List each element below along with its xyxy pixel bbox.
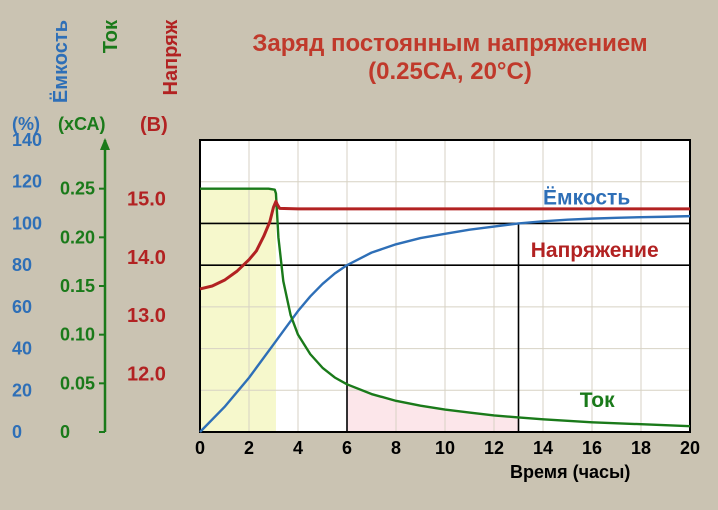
svg-text:8: 8: [391, 438, 401, 458]
legend-label: Ёмкость: [543, 187, 630, 210]
svg-text:60: 60: [12, 297, 32, 317]
svg-text:0: 0: [195, 438, 205, 458]
svg-text:12: 12: [484, 438, 504, 458]
svg-text:0: 0: [12, 422, 22, 442]
svg-text:100: 100: [12, 213, 42, 233]
svg-text:14: 14: [533, 438, 553, 458]
svg-text:40: 40: [12, 339, 32, 359]
svg-text:80: 80: [12, 255, 32, 275]
svg-text:2: 2: [244, 438, 254, 458]
svg-text:0.05: 0.05: [60, 373, 95, 393]
svg-text:10: 10: [435, 438, 455, 458]
svg-text:14.0: 14.0: [127, 247, 166, 269]
svg-text:18: 18: [631, 438, 651, 458]
svg-text:6: 6: [342, 438, 352, 458]
svg-text:16: 16: [582, 438, 602, 458]
svg-text:0.20: 0.20: [60, 227, 95, 247]
legend-label: Ток: [580, 389, 615, 412]
svg-text:140: 140: [12, 130, 42, 150]
svg-text:0.10: 0.10: [60, 325, 95, 345]
svg-text:20: 20: [12, 380, 32, 400]
legend-label: Напряжение: [531, 239, 659, 262]
svg-text:120: 120: [12, 172, 42, 192]
svg-text:0: 0: [60, 422, 70, 442]
chart-root: Заряд постоянным напряжением (0.25СА, 20…: [0, 0, 718, 510]
svg-text:20: 20: [680, 438, 700, 458]
svg-text:0.25: 0.25: [60, 179, 95, 199]
svg-text:13.0: 13.0: [127, 305, 166, 327]
svg-text:0.15: 0.15: [60, 276, 95, 296]
svg-text:4: 4: [293, 438, 303, 458]
svg-text:12.0: 12.0: [127, 364, 166, 386]
plot-area: 0 2 4 6 8 10 12 14 16 18 20 0 20 40 60 80 100 120 140 0 0.05…: [0, 0, 718, 510]
svg-text:15.0: 15.0: [127, 188, 166, 210]
